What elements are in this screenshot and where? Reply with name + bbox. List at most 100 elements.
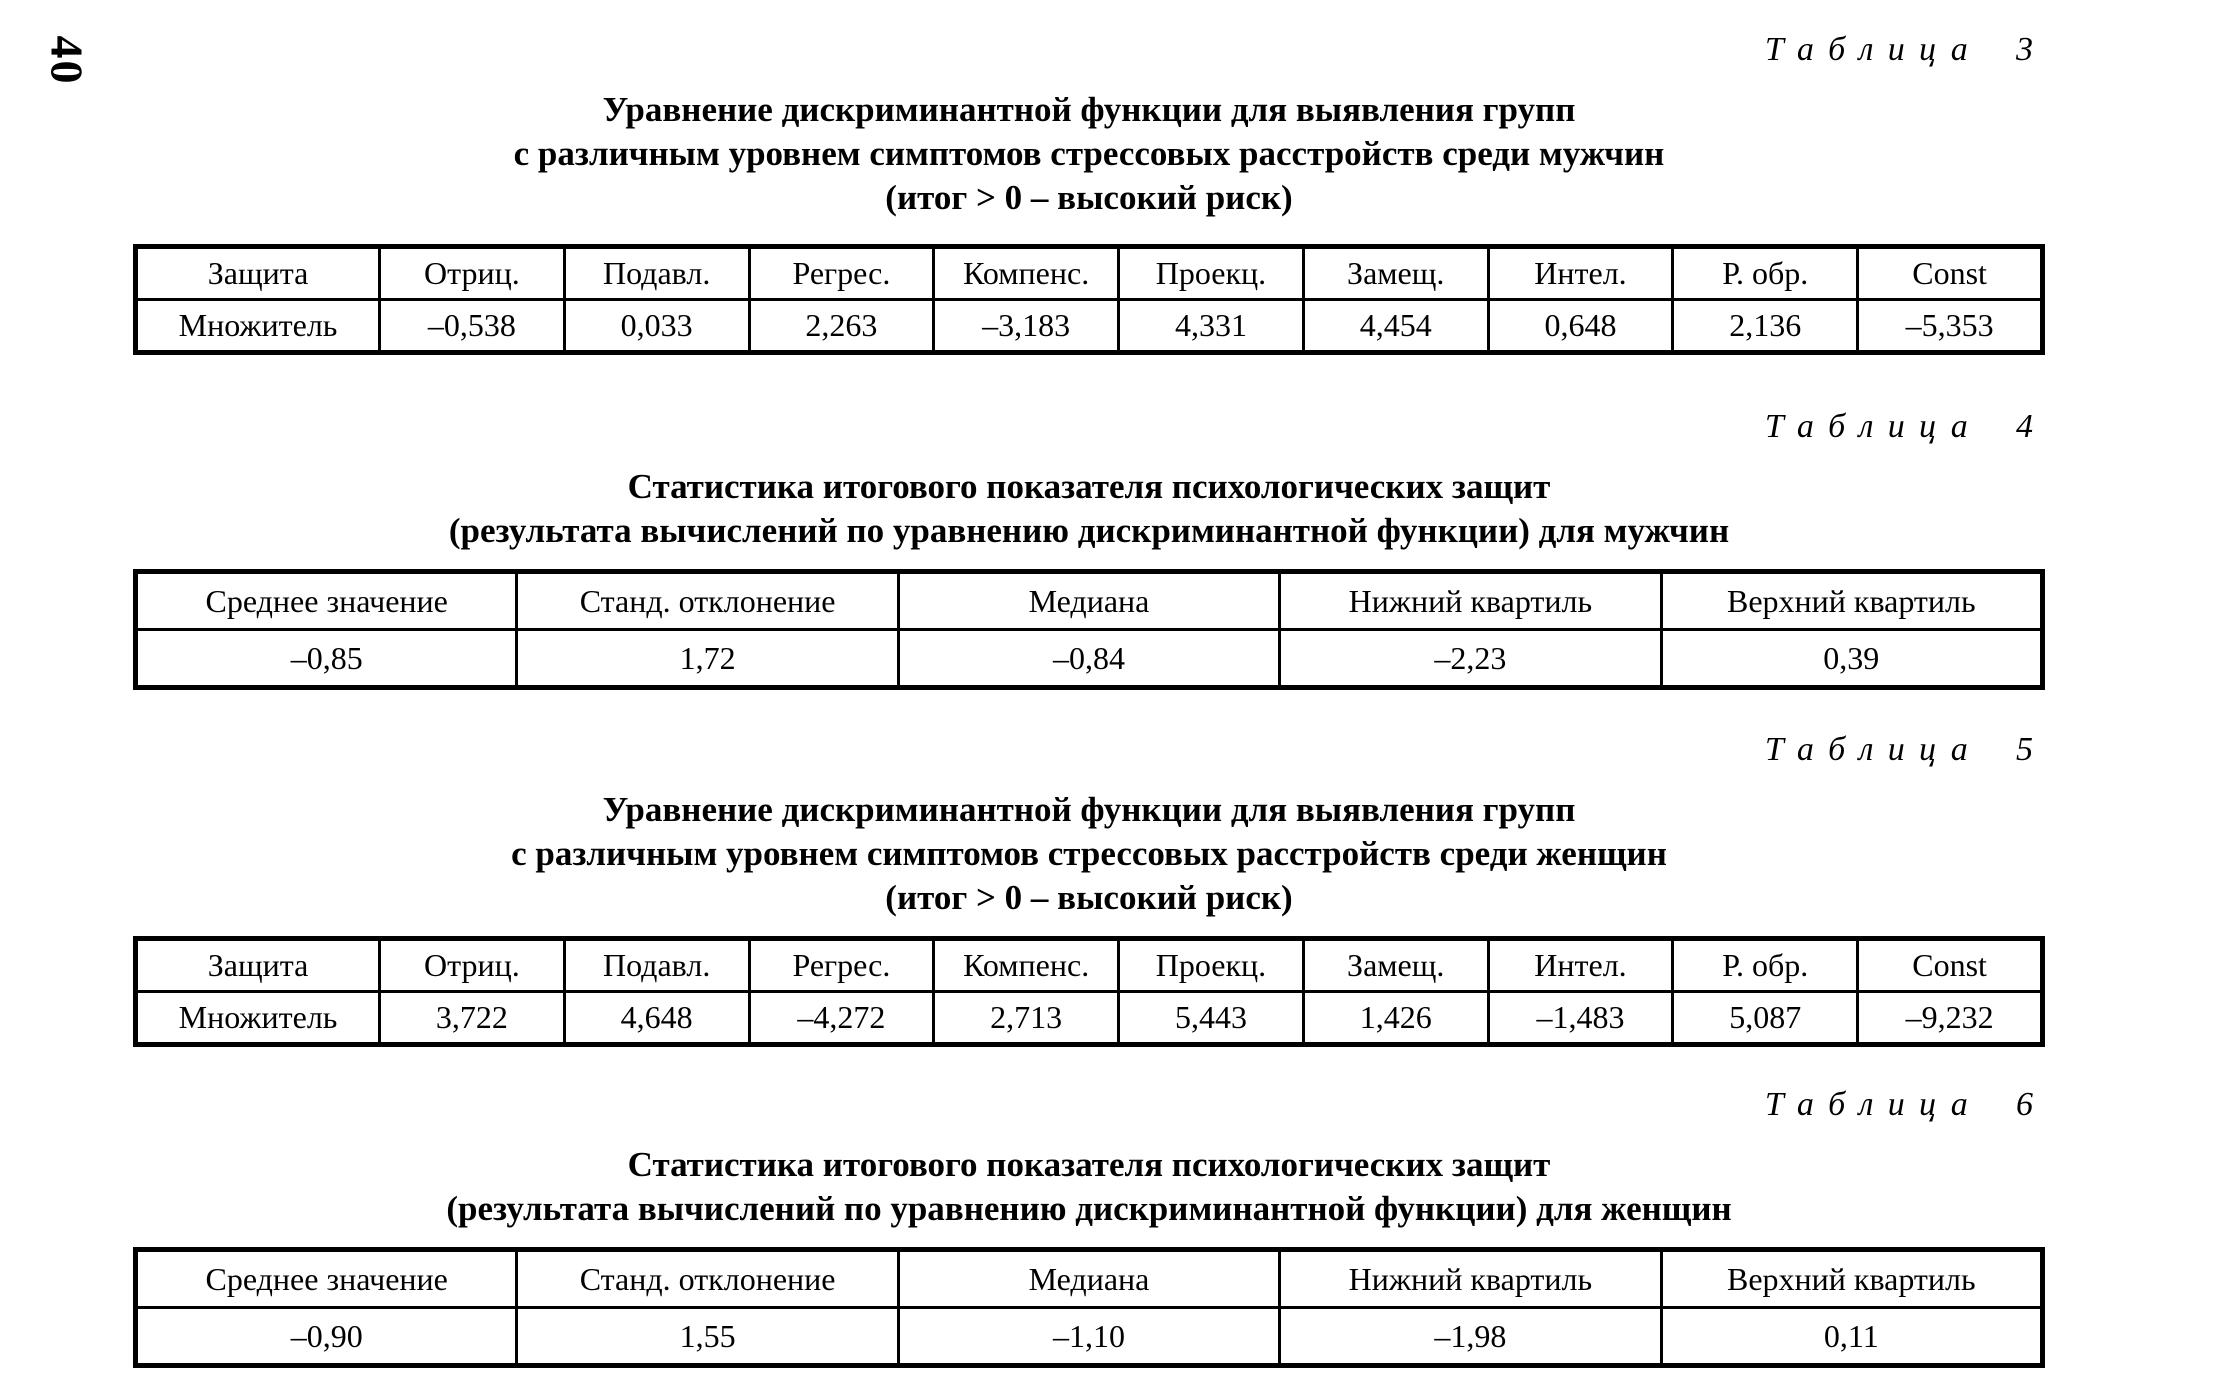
title-line: (результата вычислений по уравнению диск… [446,1189,1732,1228]
table-cell: –0,538 [378,298,566,354]
column-header: Отриц. [378,937,566,993]
table-row: –0,90 1,55 –1,10 –1,98 0,11 [133,1306,2045,1367]
table-cell: –3,183 [932,298,1121,354]
column-header: Регрес. [747,245,936,301]
column-header: Const [1856,937,2044,993]
title-line: Статистика итогового показателя психолог… [627,467,1551,506]
table-header-row: Среднее значение Станд. отклонение Медиа… [133,570,2045,631]
column-header: Нижний квартиль [1278,1248,1663,1309]
column-header: Подавл. [562,245,751,301]
discriminant-table-men: Защита Отриц. Подавл. Регрес. Компенс. П… [133,244,2045,355]
column-header: Нижний квартиль [1278,570,1663,631]
title-line: с различным уровнем симптомов стрессовых… [513,134,1665,173]
column-header: Медиана [896,570,1282,631]
page-number: 40 [41,35,93,86]
table-cell: 3,722 [378,990,566,1046]
column-header: Станд. отклонение [515,1248,900,1309]
section-table-6: Таблица 6 Статистика итогового показателя… [133,1085,2045,1368]
table-cell: Множитель [134,990,381,1046]
column-header: Интел. [1486,245,1675,301]
discriminant-table-women: Защита Отриц. Подавл. Регрес. Компенс. П… [133,936,2045,1047]
table-cell: 4,648 [562,990,751,1046]
table-cell: 4,331 [1117,298,1305,354]
table-header-row: Защита Отриц. Подавл. Регрес. Компенс. П… [134,937,2044,993]
table-4-title: Статистика итогового показателя психолог… [133,465,2045,553]
table-4-caption: Таблица 4 [133,407,2045,447]
table-cell: –2,23 [1278,628,1663,689]
column-header: Подавл. [562,937,751,993]
table-cell: 2,263 [747,298,936,354]
column-header: Замещ. [1301,937,1490,993]
table-cell: 1,426 [1301,990,1490,1046]
table-cell: 0,11 [1659,1306,2045,1367]
column-header: Регрес. [747,937,936,993]
table-cell: 1,72 [515,628,900,689]
title-line: Уравнение дискриминантной функции для вы… [602,790,1576,829]
column-header: Const [1856,245,2044,301]
title-line: с различным уровнем симптомов стрессовых… [511,834,1667,873]
table-cell: 0,648 [1486,298,1675,354]
title-line: Уравнение дискриминантной функции для вы… [602,90,1576,129]
column-header: Р. обр. [1671,245,1860,301]
section-table-3: Таблица 3 Уравнение дискриминантной функц… [133,30,2045,355]
column-header: Компенс. [932,937,1121,993]
table-caption-number: 3 [2016,31,2033,68]
column-header: Проекц. [1117,937,1305,993]
table-row: –0,85 1,72 –0,84 –2,23 0,39 [133,628,2045,689]
column-header: Среднее значение [133,1248,519,1309]
section-table-4: Таблица 4 Статистика итогового показателя… [133,407,2045,690]
table-cell: –1,10 [896,1306,1282,1367]
table-caption-number: 5 [2016,731,2033,768]
statistics-table-women: Среднее значение Станд. отклонение Медиа… [133,1247,2045,1368]
column-header: Защита [134,245,381,301]
column-header: Проекц. [1117,245,1305,301]
column-header: Защита [134,937,381,993]
column-header: Компенс. [932,245,1121,301]
title-line: (итог > 0 – высокий риск) [885,878,1293,917]
table-cell: –4,272 [747,990,936,1046]
table-cell: 2,136 [1671,298,1860,354]
title-line: (результата вычислений по уравнению диск… [448,511,1730,550]
table-cell: 5,087 [1671,990,1860,1046]
title-line: (итог > 0 – высокий риск) [885,178,1293,217]
table-5-title: Уравнение дискриминантной функции для вы… [133,788,2045,920]
table-cell: Множитель [134,298,381,354]
table-cell: –0,90 [133,1306,519,1367]
table-caption-word: Таблица [1764,408,1982,445]
column-header: Р. обр. [1671,937,1860,993]
table-5-caption: Таблица 5 [133,730,2045,770]
table-row: Множитель 3,722 4,648 –4,272 2,713 5,443… [134,990,2044,1046]
page-content: Таблица 3 Уравнение дискриминантной функц… [133,0,2045,1368]
column-header: Верхний квартиль [1659,570,2045,631]
table-6-caption: Таблица 6 [133,1085,2045,1125]
table-row: Множитель –0,538 0,033 2,263 –3,183 4,33… [134,298,2044,354]
table-cell: 5,443 [1117,990,1305,1046]
table-cell: 0,39 [1659,628,2045,689]
table-header-row: Среднее значение Станд. отклонение Медиа… [133,1248,2045,1309]
table-header-row: Защита Отриц. Подавл. Регрес. Компенс. П… [134,245,2044,301]
column-header: Отриц. [378,245,566,301]
table-caption-word: Таблица [1764,31,1982,68]
column-header: Станд. отклонение [515,570,900,631]
column-header: Верхний квартиль [1659,1248,2045,1309]
column-header: Среднее значение [133,570,519,631]
table-cell: –5,353 [1856,298,2044,354]
table-cell: –9,232 [1856,990,2044,1046]
table-cell: –1,483 [1486,990,1675,1046]
title-line: Статистика итогового показателя психолог… [627,1145,1551,1184]
section-table-5: Таблица 5 Уравнение дискриминантной функц… [133,730,2045,1047]
table-3-title: Уравнение дискриминантной функции для вы… [133,88,2045,220]
table-6-title: Статистика итогового показателя психолог… [133,1143,2045,1231]
table-cell: –0,85 [133,628,519,689]
table-cell: 2,713 [932,990,1121,1046]
table-cell: 1,55 [515,1306,900,1367]
table-caption-number: 4 [2016,408,2033,445]
table-caption-word: Таблица [1764,731,1982,768]
table-caption-word: Таблица [1764,1086,1982,1123]
statistics-table-men: Среднее значение Станд. отклонение Медиа… [133,569,2045,690]
table-cell: 4,454 [1301,298,1490,354]
column-header: Медиана [896,1248,1282,1309]
table-caption-number: 6 [2016,1086,2033,1123]
table-cell: –1,98 [1278,1306,1663,1367]
